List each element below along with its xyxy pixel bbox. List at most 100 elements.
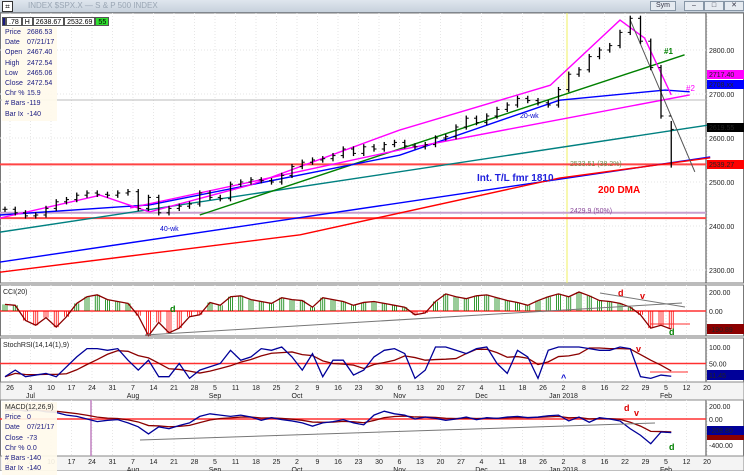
macd-info-value: -140 xyxy=(27,455,42,463)
date-tick-label: 5 xyxy=(213,459,217,466)
info-value: 2686.53 xyxy=(27,29,53,36)
price-value-tag xyxy=(707,160,744,169)
info-value: 15.9 xyxy=(27,90,41,98)
cci-axis-label: 0.00 xyxy=(709,309,723,316)
label-200dma: 200 DMA xyxy=(598,185,640,196)
month-label: Feb xyxy=(660,393,672,400)
macd-signal-tag xyxy=(707,434,744,440)
date-tick-label: 26 xyxy=(6,385,14,392)
month-label: Oct xyxy=(292,467,303,471)
price-bar xyxy=(494,106,500,119)
toolbar-values: .78 H 2638.67 2532.69 55 xyxy=(2,17,110,26)
month-label: Oct xyxy=(292,393,303,400)
macd-title: MACD(12,26,9) xyxy=(5,404,54,411)
price-bar xyxy=(658,64,664,119)
stoch-axis-label: 100.00 xyxy=(709,345,731,352)
price-bar xyxy=(453,124,459,140)
date-tick-label: 16 xyxy=(334,385,342,392)
toolbar-low: 2532.69 xyxy=(64,17,96,26)
price-bar xyxy=(361,144,367,157)
info-row: Chr % 15.9 xyxy=(5,89,54,99)
date-tick-label: 22 xyxy=(621,385,629,392)
month-label: Aug xyxy=(127,393,140,400)
macd-axis-label: -400.00 xyxy=(709,443,733,450)
label-20wk: 20-wk xyxy=(520,113,539,120)
info-label: Chr % xyxy=(5,90,25,98)
date-tick-label: 16 xyxy=(334,459,342,466)
date-tick-label: 30 xyxy=(375,459,383,466)
date-tick-label: 8 xyxy=(582,459,586,466)
date-tick-label: 31 xyxy=(109,385,117,392)
info-value: 2465.06 xyxy=(27,69,53,77)
date-tick-label: 10 xyxy=(47,385,55,392)
macd-info-label: Chr % xyxy=(5,444,25,452)
date-axis xyxy=(0,455,744,471)
price-bar xyxy=(176,203,182,212)
price-bar xyxy=(443,134,449,141)
macd-axis-label: 200.00 xyxy=(709,404,731,411)
info-value: 2472.54 xyxy=(27,80,53,88)
macd-info-label: Close xyxy=(5,434,23,442)
date-tick-label: 12 xyxy=(683,459,691,466)
date-tick-label: 3 xyxy=(29,385,33,392)
info-row: Date 07/21/17 xyxy=(5,38,54,48)
cci-label-d: d xyxy=(618,288,624,298)
info-row: Close 2472.54 xyxy=(5,79,54,89)
price-bar xyxy=(474,115,479,126)
macd-value-tag xyxy=(707,426,744,435)
macd-info-row: Close -73 xyxy=(5,434,54,444)
info-row: Low 2465.06 xyxy=(5,69,54,79)
maximize-button[interactable]: □ xyxy=(704,1,724,11)
macd-axis-label: 0.00 xyxy=(709,417,723,424)
price-bar xyxy=(258,177,264,184)
date-tick-label: 18 xyxy=(252,459,260,466)
cci-trendline xyxy=(144,302,683,336)
date-tick-label: 13 xyxy=(416,459,424,466)
price-bar xyxy=(525,95,531,104)
date-tick-label: 13 xyxy=(416,385,424,392)
downtrend-line xyxy=(629,19,696,173)
price-bar xyxy=(23,210,28,219)
date-tick-label: 20 xyxy=(703,385,711,392)
price-bar xyxy=(576,67,582,77)
price-bar xyxy=(320,156,326,163)
price-bar xyxy=(381,141,387,152)
price-axis-label: 2700.00 xyxy=(709,92,734,99)
price-bar xyxy=(463,115,469,130)
cci-value-tag xyxy=(707,324,744,334)
toolbar-count: 55 xyxy=(95,17,110,26)
date-tick-label: 21 xyxy=(170,385,178,392)
date-tick-label: 18 xyxy=(252,385,260,392)
macd-info-row: Chr % 0.0 xyxy=(5,444,54,454)
price-bar xyxy=(238,179,244,187)
macd-info-value: -73 xyxy=(27,434,38,442)
price-value-tag-text: 2619.55 xyxy=(709,125,734,132)
chart-icon[interactable]: ⌗ xyxy=(2,1,13,12)
price-bar xyxy=(617,29,623,49)
info-value: -140 xyxy=(27,110,42,118)
price-bar xyxy=(166,205,172,216)
date-tick-label: 29 xyxy=(642,459,650,466)
price-bar xyxy=(556,86,561,108)
symbol-tab[interactable]: Sym xyxy=(650,1,676,11)
price-bar xyxy=(105,191,110,198)
date-tick-label: 11 xyxy=(498,385,505,392)
month-label: Jan 2018 xyxy=(549,467,578,471)
macd-info-box: MACD(12,26,9) Price 0 Date 07/21/17 Close -73… xyxy=(2,402,58,475)
date-tick-label: 30 xyxy=(375,385,383,392)
info-label: Bar Ix xyxy=(5,110,24,118)
date-tick-label: 14 xyxy=(150,385,158,392)
info-label: # Bars xyxy=(5,100,26,108)
stoch-axis-label: 50.00 xyxy=(709,362,727,369)
date-tick-label: 4 xyxy=(480,385,484,392)
minimize-button[interactable]: – xyxy=(684,1,704,11)
price-info-box: Price 2686.53 Date 07/21/17 Open 2467.40 High 2… xyxy=(2,27,58,121)
date-tick-label: 2 xyxy=(295,459,299,466)
price-bar xyxy=(597,47,602,60)
price-bar xyxy=(269,178,274,185)
price-bar xyxy=(484,113,490,126)
price-bar xyxy=(422,141,428,150)
price-bar xyxy=(248,177,254,185)
price-bar xyxy=(545,100,551,108)
